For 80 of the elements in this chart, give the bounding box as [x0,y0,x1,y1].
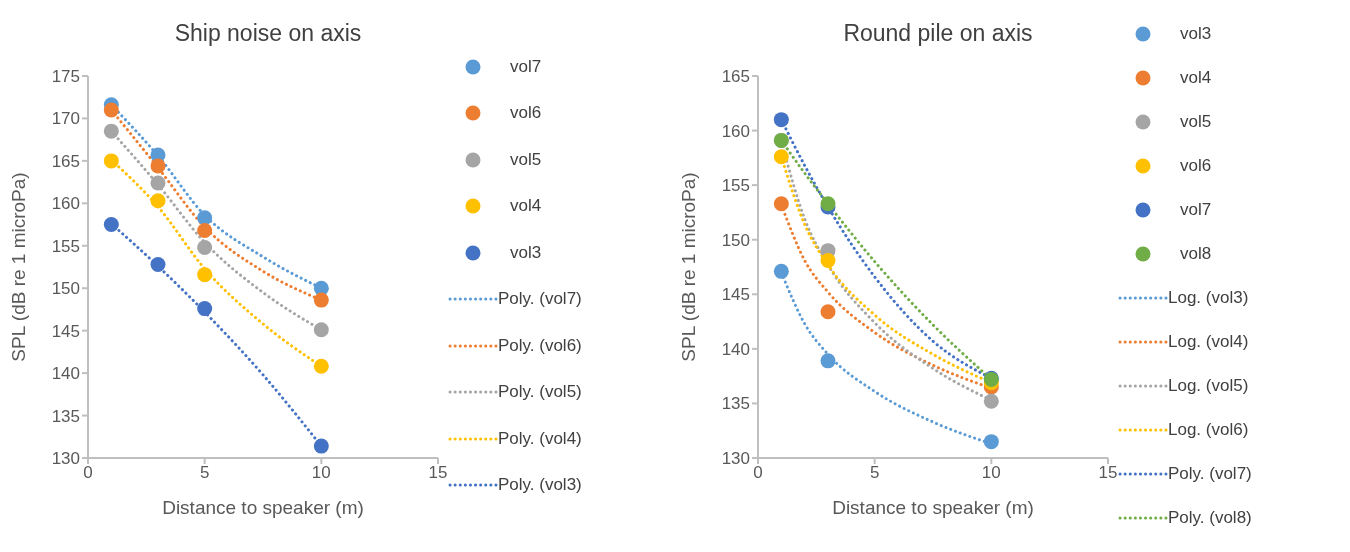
legend-label: vol7 [510,56,542,77]
point [313,322,329,338]
legend-label: Log. (vol6) [1168,420,1249,440]
point [150,175,166,191]
point [820,252,836,268]
legend-label: vol4 [510,196,542,217]
point [150,158,166,174]
y-tick-label: 160 [721,121,750,141]
legend-label: vol3 [1180,24,1212,44]
y-tick-label: 135 [51,406,80,426]
x-tick-label: 0 [83,463,93,483]
point [150,193,166,209]
legend-label: vol4 [1180,68,1212,88]
x-axis-title: Distance to speaker (m) [162,497,364,518]
y-tick-label: 135 [721,394,750,414]
point [103,217,119,233]
point [313,438,329,454]
legend-label: Poly. (vol7) [1168,464,1252,484]
y-tick-label: 145 [51,321,80,341]
point [150,256,166,272]
point [820,304,836,320]
point [103,123,119,139]
x-tick-label: 15 [428,463,448,483]
legend-label: Log. (vol4) [1168,332,1249,352]
legend-label: vol7 [1180,200,1212,220]
point [197,267,213,283]
y-tick-label: 140 [51,364,80,384]
point [313,292,329,308]
x-tick-label: 10 [311,463,331,483]
chart-title: Round pile on axis [842,19,1034,48]
y-tick-label: 140 [721,339,750,359]
point [773,196,789,212]
y-tick-label: 165 [721,67,750,87]
x-tick-label: 5 [199,463,210,483]
legend-label: Log. (vol3) [1168,288,1249,308]
y-axis-title: SPL (dB re 1 microPa) [7,172,29,362]
x-tick-label: 5 [869,463,880,483]
y-tick-label: 170 [51,109,80,129]
point [197,301,213,317]
point [197,239,213,255]
point [103,153,119,169]
x-tick-label: 15 [1098,463,1118,483]
legend-label: vol5 [510,149,542,170]
chart-title: Ship noise on axis [173,19,363,48]
y-tick-label: 150 [51,279,80,299]
point [313,358,329,374]
y-tick-label: 155 [721,176,750,196]
legend-label: vol6 [510,103,542,124]
x-tick-label: 0 [753,463,763,483]
legend-label: Poly. (vol4) [498,428,582,449]
y-tick-label: 165 [51,151,80,171]
y-tick-label: 175 [51,67,80,87]
legend-label: Poly. (vol3) [498,475,582,496]
y-tick-label: 145 [721,285,750,305]
point [197,223,213,238]
y-tick-label: 155 [51,236,80,256]
legend-label: vol5 [1180,112,1212,132]
point [103,102,119,118]
legend-label: vol8 [1180,244,1212,264]
y-axis-title: SPL (dB re 1 microPa) [677,172,699,362]
point [773,263,789,279]
point [983,393,999,409]
point [773,112,789,128]
point [820,353,836,369]
point [773,149,789,165]
point [197,210,213,226]
y-tick-label: 130 [721,449,750,469]
y-tick-label: 160 [51,194,80,214]
legend-label: vol6 [1180,156,1212,176]
x-axis-title: Distance to speaker (m) [832,497,1034,518]
y-tick-label: 130 [51,449,80,469]
legend-label: Poly. (vol8) [1168,508,1252,528]
legend-label: Log. (vol5) [1168,376,1249,396]
point [983,434,999,450]
legend-label: Poly. (vol6) [498,335,582,356]
legend-label: vol3 [510,242,542,263]
legend-label: Poly. (vol5) [498,382,582,403]
x-tick-label: 10 [981,463,1001,483]
legend-label: Poly. (vol7) [498,289,582,310]
y-tick-label: 150 [721,230,750,250]
